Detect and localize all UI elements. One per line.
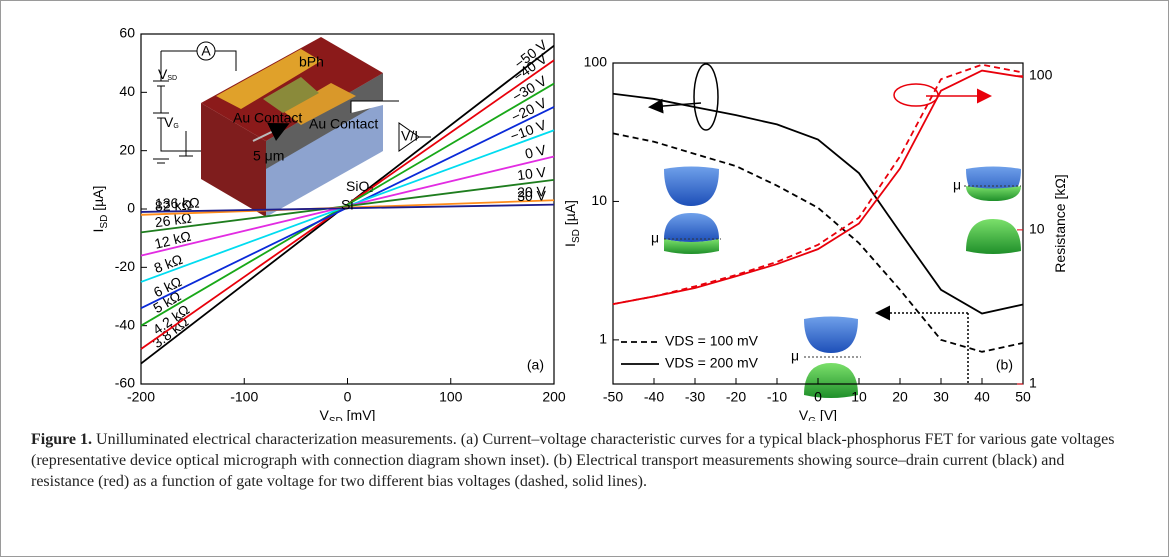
x-tick-label: 10 bbox=[851, 389, 867, 405]
x-tick-label: 0 bbox=[344, 389, 352, 405]
x-axis-label: VSD [mV] bbox=[320, 407, 376, 421]
y-axis-label-part: [µA] bbox=[90, 186, 106, 215]
legend-label: VDS = 200 mV bbox=[665, 355, 759, 371]
series-line bbox=[613, 94, 1023, 314]
x-tick-label: 0 bbox=[814, 389, 822, 405]
y-axis-label: ISD [µA] bbox=[562, 200, 582, 247]
x-axis-label-part: SD bbox=[329, 416, 343, 421]
figure: -200-1000100200-60-40-200204060VSD [mV]I… bbox=[0, 0, 1169, 557]
legend-label: VDS = 100 mV bbox=[665, 333, 759, 349]
panel-label: (a) bbox=[527, 357, 544, 373]
x-tick-label: -20 bbox=[726, 389, 746, 405]
y-tick-label: 60 bbox=[119, 25, 135, 41]
panel-label: (b) bbox=[996, 357, 1013, 373]
x-axis-label-part: [V] bbox=[816, 407, 837, 421]
x-tick-label: -200 bbox=[127, 389, 155, 405]
x-tick-label: -30 bbox=[685, 389, 705, 405]
y-tick-label: -20 bbox=[115, 258, 135, 274]
x-tick-label: 40 bbox=[974, 389, 990, 405]
x-axis-label: VG [V] bbox=[799, 407, 837, 421]
inset-text: V/I bbox=[401, 128, 418, 144]
inset-text-part: 2 bbox=[369, 187, 373, 194]
y-tick-label: 100 bbox=[584, 54, 608, 70]
y2-tick-label: 100 bbox=[1029, 66, 1053, 82]
inset-text-part: SD bbox=[167, 75, 177, 82]
x-tick-label: 200 bbox=[542, 389, 566, 405]
inset-text: VSD bbox=[158, 66, 177, 83]
inset-text: A bbox=[201, 43, 211, 59]
x-tick-label: -40 bbox=[644, 389, 664, 405]
caption-label: Figure 1. bbox=[31, 431, 92, 448]
inset-text: Si bbox=[341, 197, 353, 213]
mu-label: μ bbox=[791, 348, 799, 364]
inset-text: 5 μm bbox=[253, 148, 284, 164]
y-tick-label: 10 bbox=[591, 192, 607, 208]
y-tick-label: 1 bbox=[599, 331, 607, 347]
inset-text: SiO2 bbox=[346, 178, 373, 195]
x-tick-label: 30 bbox=[933, 389, 949, 405]
gate-label: 10 V bbox=[516, 164, 547, 184]
y-axis-label-part: SD bbox=[571, 229, 582, 243]
x-tick-label: 20 bbox=[892, 389, 908, 405]
resistance-label: 136 kΩ bbox=[155, 195, 200, 212]
y2-tick-label: 1 bbox=[1029, 375, 1037, 391]
inset-text: Au Contact bbox=[309, 116, 378, 132]
mu-label: μ bbox=[651, 230, 659, 246]
y2-axis-label-part: Resistance [kΩ] bbox=[1052, 174, 1068, 272]
x-tick-label: 50 bbox=[1015, 389, 1031, 405]
y2-tick-label: 10 bbox=[1029, 221, 1045, 237]
x-tick-label: -100 bbox=[230, 389, 258, 405]
x-tick-label: -10 bbox=[767, 389, 787, 405]
y-tick-label: -40 bbox=[115, 316, 135, 332]
inset-text: bPh bbox=[299, 54, 324, 70]
caption: Figure 1. Unilluminated electrical chara… bbox=[31, 429, 1131, 492]
x-tick-label: -50 bbox=[603, 389, 623, 405]
inset-text-part: SiO bbox=[346, 178, 369, 194]
inset-text: Au Contact bbox=[233, 110, 302, 126]
inset-text: VG bbox=[164, 114, 179, 131]
caption-text: Unilluminated electrical characterizatio… bbox=[31, 431, 1114, 490]
inset-text-part: G bbox=[173, 123, 178, 130]
y-tick-label: 40 bbox=[119, 83, 135, 99]
x-axis-label-part: [mV] bbox=[343, 407, 376, 421]
y2-axis-label: Resistance [kΩ] bbox=[1052, 174, 1068, 272]
y-tick-label: -60 bbox=[115, 375, 135, 391]
y-tick-label: 0 bbox=[127, 200, 135, 216]
y-axis-label: ISD [µA] bbox=[90, 186, 110, 233]
y-axis-label-part: SD bbox=[99, 215, 110, 229]
gate-label: 30 V bbox=[517, 187, 547, 204]
x-tick-label: 100 bbox=[439, 389, 463, 405]
mu-label: μ bbox=[953, 177, 961, 193]
y-tick-label: 20 bbox=[119, 141, 135, 157]
y-axis-label-part: [µA] bbox=[562, 200, 578, 229]
